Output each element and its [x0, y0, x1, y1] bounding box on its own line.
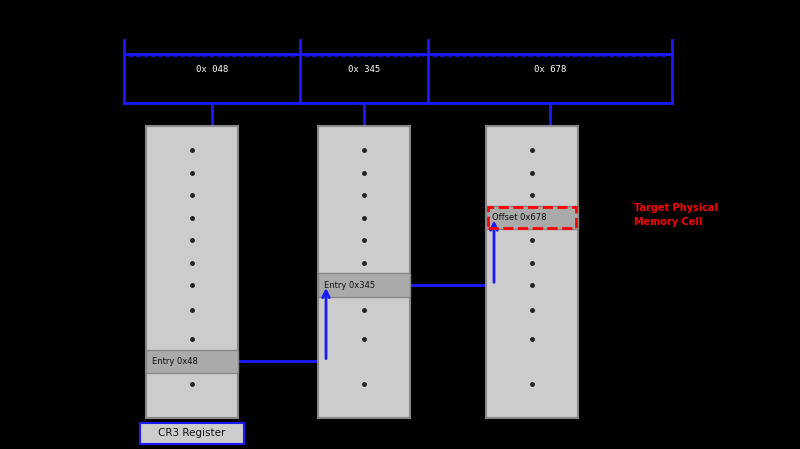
- Bar: [318, 273, 410, 297]
- Text: Entry 0x48: Entry 0x48: [152, 357, 198, 366]
- Text: 0x 048: 0x 048: [196, 65, 228, 74]
- Text: Offset 0x678: Offset 0x678: [491, 213, 546, 222]
- Text: 0x 345: 0x 345: [348, 65, 380, 74]
- Text: Target Physical: Target Physical: [634, 203, 718, 213]
- Text: Entry 0x345: Entry 0x345: [323, 281, 374, 290]
- Bar: [146, 126, 238, 418]
- Bar: [146, 350, 238, 373]
- Bar: [486, 206, 578, 229]
- Bar: [488, 207, 576, 228]
- Bar: [318, 126, 410, 418]
- Text: Memory Cell: Memory Cell: [634, 217, 702, 227]
- Bar: [486, 126, 578, 418]
- Text: 0x 678: 0x 678: [534, 65, 566, 74]
- Text: CR3 Register: CR3 Register: [158, 428, 226, 438]
- Bar: [140, 423, 244, 444]
